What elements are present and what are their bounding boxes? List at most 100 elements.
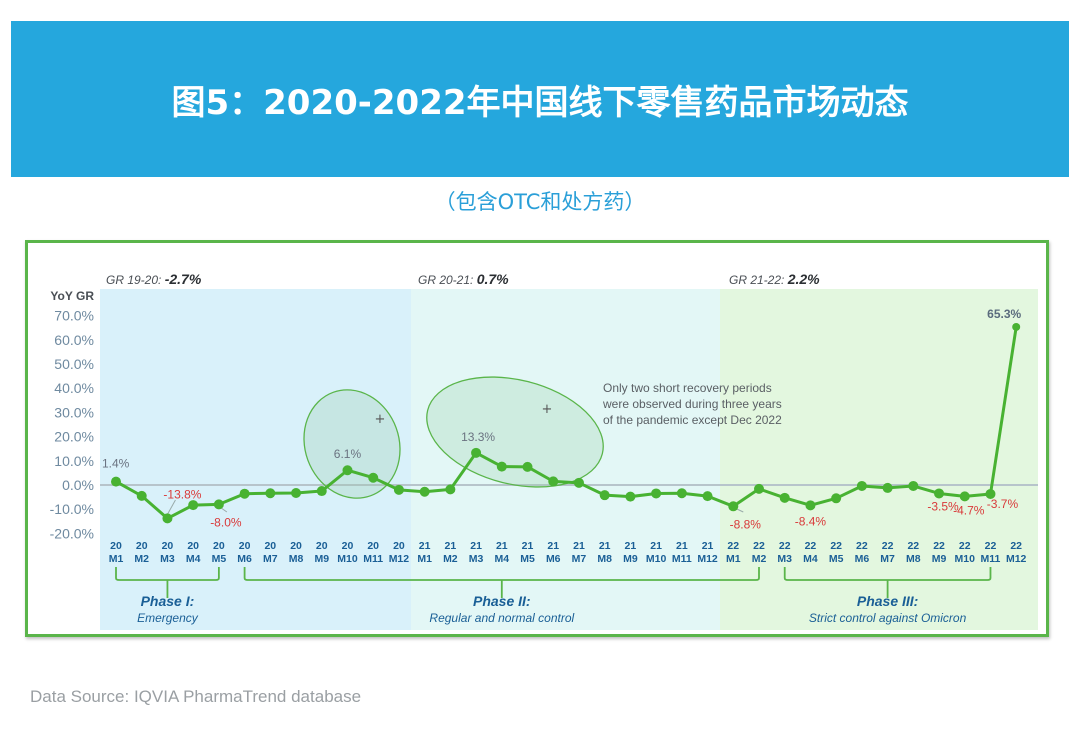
x-tick-year: 20: [316, 540, 328, 552]
data-point: [831, 493, 842, 504]
x-tick-year: 21: [599, 540, 611, 552]
x-tick-year: 21: [522, 540, 534, 552]
x-tick-year: 20: [367, 540, 379, 552]
x-tick-year: 22: [985, 540, 997, 552]
phase-background-3: [720, 289, 1038, 630]
x-tick-month: M7: [880, 553, 895, 565]
data-point: [754, 483, 764, 494]
x-tick-year: 22: [933, 540, 945, 552]
data-point: [882, 482, 893, 493]
phase-title: Phase II:: [473, 593, 531, 609]
x-tick-month: M10: [955, 553, 976, 565]
x-tick-year: 20: [290, 540, 302, 552]
x-tick-month: M6: [855, 553, 870, 565]
x-tick-month: M10: [337, 553, 358, 565]
data-point: [316, 486, 327, 497]
y-tick-label: 70.0%: [54, 308, 94, 324]
data-point: [342, 465, 353, 476]
x-tick-year: 21: [676, 540, 688, 552]
data-point: [959, 491, 970, 502]
data-point: [728, 501, 739, 512]
x-tick-month: M1: [109, 553, 124, 565]
phase-bracket: [783, 567, 992, 598]
x-tick-year: 22: [753, 540, 765, 552]
x-tick-year: 22: [727, 540, 739, 552]
data-point: [702, 491, 713, 502]
growth-rate-label: GR 20-21: 0.7%: [418, 271, 509, 287]
y-tick-label: 40.0%: [54, 380, 94, 396]
data-point: [445, 484, 456, 495]
x-tick-month: M6: [237, 553, 252, 565]
x-tick-year: 22: [907, 540, 919, 552]
data-point: [496, 461, 507, 472]
annotation-line: Only two short recovery periods: [603, 381, 772, 395]
phase-description: Emergency: [137, 611, 199, 625]
data-point: [239, 488, 250, 499]
x-tick-year: 20: [136, 540, 148, 552]
data-point: [548, 476, 559, 487]
y-tick-label: 10.0%: [54, 453, 94, 469]
phase-background-2: [411, 289, 720, 630]
x-tick-month: M11: [363, 553, 383, 565]
data-point: [291, 487, 302, 498]
x-tick-month: M12: [1006, 553, 1027, 565]
data-label: 1.4%: [102, 457, 130, 471]
data-point: [265, 488, 276, 499]
x-tick-month: M1: [726, 553, 741, 565]
data-point: [625, 491, 636, 502]
data-point: [213, 499, 224, 510]
x-tick-month: M6: [546, 553, 561, 565]
x-tick-year: 21: [625, 540, 637, 552]
phase-title: Phase III:: [857, 593, 918, 609]
annotation-line: were observed during three years: [602, 397, 782, 411]
x-tick-year: 20: [264, 540, 276, 552]
x-tick-month: M2: [443, 553, 458, 565]
x-tick-month: M12: [389, 553, 410, 565]
x-tick-year: 22: [959, 540, 971, 552]
y-axis-title: YoY GR: [50, 289, 94, 303]
x-tick-year: 20: [187, 540, 199, 552]
data-point: [573, 477, 584, 488]
phase-bracket: [115, 567, 220, 598]
x-tick-month: M9: [623, 553, 638, 565]
x-tick-month: M2: [134, 553, 149, 565]
phase-description: Strict control against Omicron: [809, 611, 967, 625]
x-tick-month: M4: [186, 553, 201, 565]
growth-rate-label: GR 21-22: 2.2%: [729, 271, 820, 287]
plus-marker: +: [542, 402, 553, 417]
x-tick-year: 22: [1010, 540, 1022, 552]
data-point: [934, 488, 945, 499]
data-point: [136, 490, 147, 501]
x-tick-month: M4: [495, 553, 510, 565]
data-point: [111, 476, 121, 487]
x-tick-month: M1: [417, 553, 432, 565]
data-source: Data Source: IQVIA PharmaTrend database: [30, 687, 362, 706]
phase-description: Regular and normal control: [429, 611, 574, 625]
label-leader: [167, 499, 176, 515]
annotation-line: of the pandemic except Dec 2022: [603, 413, 782, 427]
y-tick-label: 50.0%: [54, 356, 94, 372]
data-point: [368, 472, 379, 483]
data-label: -3.5%: [927, 499, 959, 513]
title-banner: 图5：2020-2022年中国线下零售药品市场动态: [11, 21, 1069, 177]
data-point: [908, 480, 919, 491]
data-point: [393, 484, 404, 495]
x-tick-year: 20: [342, 540, 354, 552]
data-point: [651, 488, 662, 499]
x-tick-month: M8: [289, 553, 304, 565]
data-point: [985, 488, 996, 499]
x-tick-month: M8: [597, 553, 612, 565]
x-tick-month: M7: [572, 553, 587, 565]
x-tick-year: 21: [702, 540, 714, 552]
x-tick-month: M11: [672, 553, 692, 565]
data-label: 13.3%: [461, 430, 495, 444]
x-tick-year: 22: [830, 540, 842, 552]
data-label: -3.7%: [987, 497, 1019, 511]
x-tick-month: M5: [829, 553, 844, 565]
x-tick-month: M10: [646, 553, 667, 565]
x-tick-year: 20: [110, 540, 122, 552]
data-label: -8.4%: [795, 514, 827, 528]
phase-title: Phase I:: [141, 593, 195, 609]
page-subtitle: （包含OTC和处方药）: [434, 190, 646, 214]
